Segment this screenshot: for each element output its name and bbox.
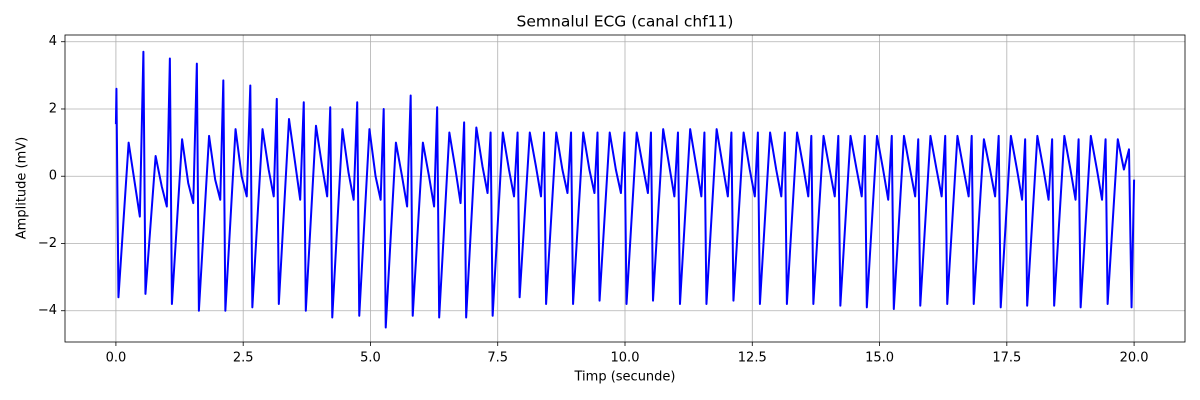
y-tick-label: −2 — [38, 236, 57, 251]
ecg-line — [114, 50, 1136, 329]
x-tick-label: 17.5 — [992, 351, 1021, 366]
y-axis-label: Amplitude (mV) — [15, 137, 30, 239]
chart-title: Semnalul ECG (canal chf11) — [517, 13, 734, 31]
y-tick-label: 4 — [49, 34, 57, 49]
x-tick-label: 10.0 — [611, 351, 640, 366]
x-tick-label: 2.5 — [233, 351, 254, 366]
y-tick-label: 2 — [49, 101, 57, 116]
x-axis-label: Timp (secunde) — [574, 370, 676, 385]
x-tick-label: 20.0 — [1120, 351, 1149, 366]
x-tick-label: 7.5 — [487, 351, 508, 366]
x-tick-label: 15.0 — [865, 351, 894, 366]
y-tick-label: 0 — [49, 169, 57, 184]
x-tick-label: 0.0 — [106, 351, 127, 366]
x-tick-label: 5.0 — [360, 351, 381, 366]
plot-frame — [64, 34, 1186, 343]
x-tick-label: 12.5 — [738, 351, 767, 366]
y-tick-label: −4 — [38, 303, 57, 318]
